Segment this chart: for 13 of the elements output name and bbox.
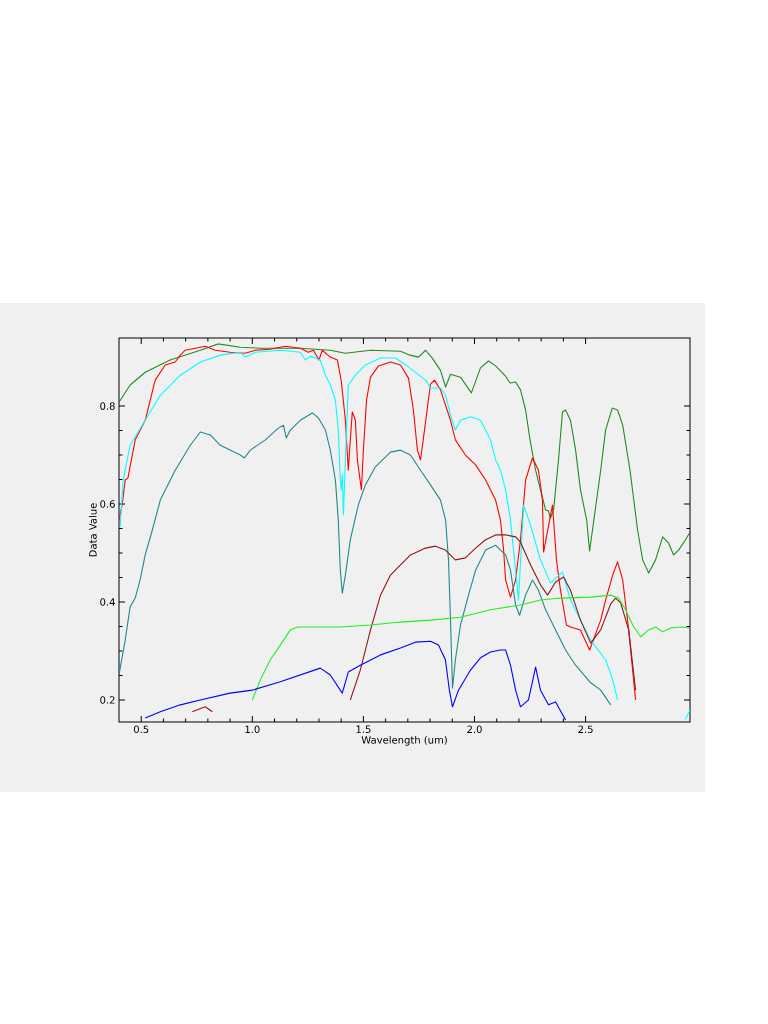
x-axis-title: Wavelength (um) (361, 735, 447, 746)
y-tick-label: 0.8 (100, 402, 115, 410)
y-axis-title: Data Value (88, 503, 97, 557)
line-series (119, 345, 637, 701)
y-tick-label: 0.4 (100, 598, 115, 606)
x-tick-label: 2.0 (467, 725, 482, 734)
x-tick-label: 1.0 (245, 725, 260, 734)
x-tick-label: 0.5 (133, 725, 149, 734)
line-series (119, 343, 691, 574)
y-tick-label: 0.6 (100, 500, 115, 508)
x-tick-label: 1.5 (356, 725, 371, 733)
x-tick-label: 2.5 (578, 725, 593, 734)
y-tick-label: 0.2 (100, 696, 115, 704)
